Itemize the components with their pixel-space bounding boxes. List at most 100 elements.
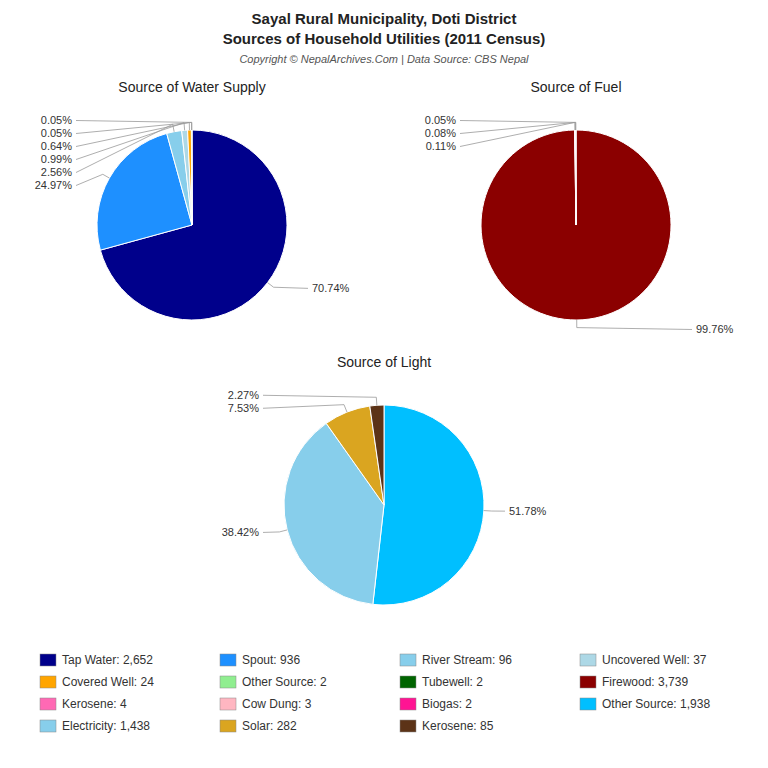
data-label: 0.05% bbox=[425, 114, 456, 126]
legend-item: Covered Well: 24 bbox=[40, 675, 154, 689]
pie-slice bbox=[373, 405, 484, 605]
data-label: 0.11% bbox=[426, 140, 457, 152]
data-label: 0.05% bbox=[41, 114, 72, 126]
legend-item: Cow Dung: 3 bbox=[220, 697, 312, 711]
pie-slice bbox=[167, 131, 192, 225]
pie-slice bbox=[575, 130, 577, 225]
leader-line bbox=[460, 121, 576, 130]
legend-swatch bbox=[580, 654, 596, 666]
pie-slice bbox=[481, 130, 671, 320]
slices bbox=[284, 405, 484, 605]
legend-swatch bbox=[220, 720, 236, 732]
legend-swatch bbox=[40, 676, 56, 688]
pie-slice bbox=[575, 130, 576, 225]
legend-swatch bbox=[580, 698, 596, 710]
chart-title: Sources of Household Utilities (2011 Cen… bbox=[223, 30, 546, 47]
data-label: 24.97% bbox=[35, 179, 73, 191]
legend: Tap Water: 2,652 Spout: 936 River Stream: … bbox=[40, 653, 710, 733]
leader-line bbox=[76, 174, 109, 185]
legend-label: Firewood: 3,739 bbox=[602, 675, 688, 689]
pie-slice bbox=[188, 130, 192, 225]
leader-line bbox=[263, 405, 347, 412]
legend-label: Tap Water: 2,652 bbox=[62, 653, 153, 667]
leader-line bbox=[76, 122, 189, 146]
leader-line bbox=[263, 395, 377, 405]
pie-slice bbox=[575, 130, 576, 225]
pie-chart: Source of Water Supply70.74%24.97%2.56%0… bbox=[35, 79, 350, 320]
pie-slice bbox=[191, 130, 193, 225]
leader-line bbox=[76, 121, 192, 130]
data-label: 38.42% bbox=[222, 526, 260, 538]
legend-label: River Stream: 96 bbox=[422, 653, 512, 667]
data-labels: 70.74%24.97%2.56%0.99%0.64%0.05%0.05% bbox=[35, 114, 350, 294]
legend-swatch bbox=[40, 698, 56, 710]
leader-line bbox=[263, 530, 287, 532]
data-label: 70.74% bbox=[312, 282, 350, 294]
data-label: 0.05% bbox=[41, 127, 72, 139]
data-label: 0.08% bbox=[425, 127, 456, 139]
legend-label: Other Source: 1,938 bbox=[602, 697, 710, 711]
titles: Sayal Rural Municipality, Doti District S… bbox=[223, 10, 546, 65]
leader-line bbox=[460, 122, 575, 146]
legend-item: Tap Water: 2,652 bbox=[40, 653, 153, 667]
legend-item: Biogas: 2 bbox=[400, 697, 472, 711]
legend-item: Kerosene: 4 bbox=[40, 697, 127, 711]
legend-swatch bbox=[40, 720, 56, 732]
leader-line bbox=[460, 122, 575, 133]
legend-swatch bbox=[580, 676, 596, 688]
pie-chart: Source of Fuel 99.76%0.11%0.08%0.05% bbox=[425, 79, 734, 335]
legend-label: Spout: 936 bbox=[242, 653, 300, 667]
data-label: 7.53% bbox=[228, 402, 259, 414]
legend-label: Tubewell: 2 bbox=[422, 675, 483, 689]
pie-title: Source of Light bbox=[337, 354, 431, 370]
legend-swatch bbox=[220, 654, 236, 666]
legend-item: Electricity: 1,438 bbox=[40, 719, 150, 733]
leader-line bbox=[484, 510, 505, 512]
pie-slice bbox=[191, 130, 192, 225]
data-label: 0.99% bbox=[41, 153, 72, 165]
data-label: 51.78% bbox=[509, 505, 547, 517]
pie-slice bbox=[182, 130, 192, 225]
pie-title: Source of Water Supply bbox=[118, 79, 265, 95]
data-label: 0.64% bbox=[41, 140, 72, 152]
chart-subtitle: Copyright © NepalArchives.Com | Data Sou… bbox=[239, 53, 529, 65]
legend-label: Cow Dung: 3 bbox=[242, 697, 312, 711]
leader-line bbox=[76, 122, 192, 133]
legend-swatch bbox=[400, 676, 416, 688]
pie-chart: Source of Light 51.78% 38.42% 7.53%2.27% bbox=[222, 354, 547, 605]
legend-swatch bbox=[400, 698, 416, 710]
leader-line bbox=[577, 320, 692, 329]
legend-item: Kerosene: 85 bbox=[400, 719, 494, 733]
legend-label: Covered Well: 24 bbox=[62, 675, 154, 689]
legend-swatch bbox=[400, 654, 416, 666]
legend-swatch bbox=[400, 720, 416, 732]
legend-item: Other Source: 1,938 bbox=[580, 697, 710, 711]
legend-item: Solar: 282 bbox=[220, 719, 297, 733]
chart-root: Sayal Rural Municipality, Doti District S… bbox=[0, 0, 768, 768]
slices bbox=[97, 130, 287, 320]
legend-item: Uncovered Well: 37 bbox=[580, 653, 707, 667]
chart-title: Sayal Rural Municipality, Doti District bbox=[252, 10, 517, 27]
legend-swatch bbox=[40, 654, 56, 666]
slices bbox=[481, 130, 671, 320]
data-labels: 99.76%0.11%0.08%0.05% bbox=[425, 114, 734, 335]
legend-label: Biogas: 2 bbox=[422, 697, 472, 711]
pie-slice bbox=[370, 405, 384, 505]
legend-item: Tubewell: 2 bbox=[400, 675, 483, 689]
legend-item: River Stream: 96 bbox=[400, 653, 512, 667]
pie-title: Source of Fuel bbox=[530, 79, 621, 95]
data-label: 2.56% bbox=[41, 166, 72, 178]
legend-swatch bbox=[220, 676, 236, 688]
legend-label: Kerosene: 85 bbox=[422, 719, 494, 733]
leader-line bbox=[268, 283, 308, 289]
legend-label: Solar: 282 bbox=[242, 719, 297, 733]
legend-item: Other Source: 2 bbox=[220, 675, 327, 689]
data-label: 2.27% bbox=[228, 389, 259, 401]
legend-label: Kerosene: 4 bbox=[62, 697, 127, 711]
legend-item: Spout: 936 bbox=[220, 653, 300, 667]
legend-item: Firewood: 3,739 bbox=[580, 675, 688, 689]
data-labels: 51.78% 38.42% 7.53%2.27% bbox=[222, 389, 547, 538]
legend-label: Uncovered Well: 37 bbox=[602, 653, 707, 667]
legend-label: Electricity: 1,438 bbox=[62, 719, 150, 733]
legend-swatch bbox=[220, 698, 236, 710]
